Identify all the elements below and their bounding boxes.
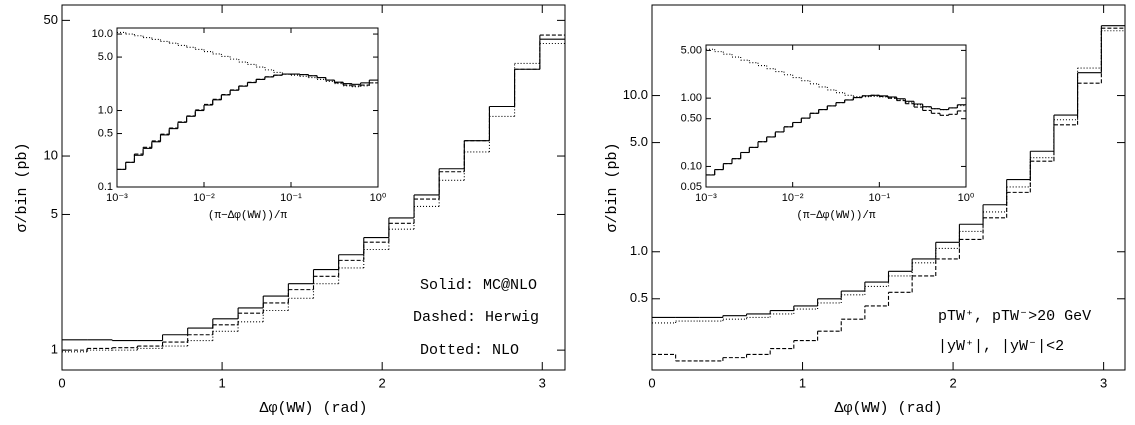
- x-axis-label: Δφ(WW) (rad): [834, 400, 942, 417]
- x-tick-label: 10⁻¹: [280, 192, 302, 204]
- x-tick-label: 10⁻²: [193, 192, 215, 204]
- x-axis-label: (π−Δφ(WW))/π: [208, 210, 288, 222]
- y-tick-label: 0.5: [630, 290, 648, 305]
- x-tick-label: 3: [539, 375, 546, 390]
- annotation: |yW⁺|, |yW⁻|<2: [938, 338, 1064, 355]
- y-axis-label: σ/bin (pb): [14, 142, 31, 232]
- y-tick-label: 0.1: [98, 181, 113, 193]
- x-tick-label: 0: [648, 375, 655, 390]
- x-tick-label: 10⁻³: [695, 192, 717, 204]
- x-tick-label: 10⁻¹: [868, 192, 890, 204]
- x-tick-label: 10⁻²: [782, 192, 804, 204]
- y-tick-label: 10.0: [92, 28, 113, 40]
- plot-area: [117, 31, 378, 170]
- y-tick-label: 1: [51, 342, 58, 357]
- y-tick-label: 0.05: [681, 181, 702, 193]
- x-tick-label: 10⁰: [370, 192, 387, 204]
- x-tick-label: 10⁰: [958, 192, 975, 204]
- y-tick-label: 5.0: [630, 134, 648, 149]
- plot-frame: [116, 27, 379, 188]
- y-tick-label: 10: [44, 147, 58, 162]
- y-tick-label: 5.0: [98, 51, 113, 63]
- annotation: Dotted: NLO: [420, 342, 519, 359]
- y-tick-label: 0.10: [681, 160, 702, 172]
- y-tick-label: 1.00: [681, 92, 702, 104]
- plot-area: [62, 34, 565, 353]
- plot-frame: [705, 44, 967, 188]
- y-tick-label: 5.00: [681, 44, 702, 56]
- y-tick-label: 50: [44, 12, 58, 27]
- y-tick-label: 1.0: [630, 243, 648, 258]
- y-tick-label: 0.50: [681, 113, 702, 125]
- y-tick-label: 1.0: [98, 104, 113, 116]
- x-axis-label: Δφ(WW) (rad): [259, 400, 367, 417]
- x-tick-label: 2: [949, 375, 956, 390]
- y-axis-label: σ/bin (pb): [604, 142, 621, 232]
- y-tick-label: 5: [51, 206, 58, 221]
- x-tick-label: 0: [58, 375, 65, 390]
- annotation: pTW⁺, pTW⁻>20 GeV: [938, 308, 1091, 325]
- annotation: Solid: MC@NLO: [420, 277, 537, 294]
- y-tick-label: 10.0: [623, 87, 648, 102]
- x-tick-label: 10⁻³: [106, 192, 128, 204]
- annotation: Dashed: Herwig: [413, 309, 539, 326]
- x-tick-label: 1: [799, 375, 806, 390]
- y-tick-label: 0.5: [98, 127, 113, 139]
- x-axis-label: (π−Δφ(WW))/π: [796, 210, 876, 222]
- plot-area: [652, 25, 1125, 362]
- x-tick-label: 2: [379, 375, 386, 390]
- plot-area: [706, 48, 966, 176]
- x-tick-label: 3: [1100, 375, 1107, 390]
- x-tick-label: 1: [218, 375, 225, 390]
